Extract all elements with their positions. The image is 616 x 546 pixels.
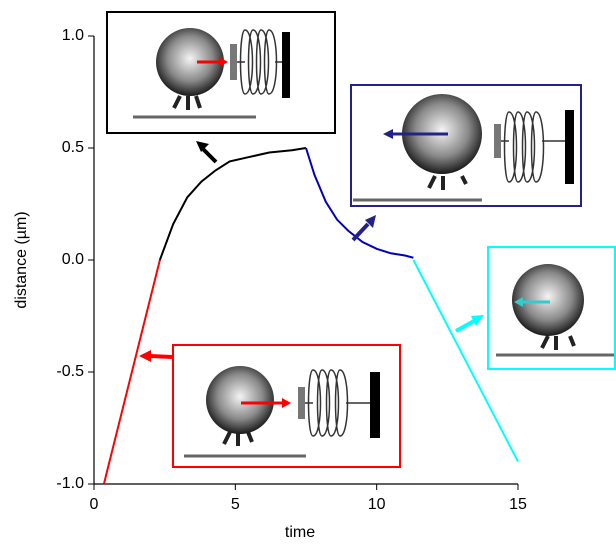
y-tick-label: 1.0 (62, 27, 84, 44)
x-tick-label: 5 (231, 496, 240, 513)
x-tick-label: 0 (90, 496, 99, 513)
y-tick-label: 0.5 (62, 139, 84, 156)
line-series (102, 259, 161, 485)
y-tick-label: 0.0 (62, 251, 84, 268)
inset-approach (172, 344, 401, 468)
y-tick-label: -1.0 (56, 475, 84, 492)
pointer-arrows (139, 141, 484, 362)
inset-push (106, 11, 336, 134)
x-axis-title: time (285, 524, 315, 541)
line-series (412, 259, 519, 463)
inset-release (350, 84, 582, 207)
x-tick-label: 10 (368, 496, 386, 513)
x-tick-label: 15 (509, 496, 527, 513)
axes: 1.0 0.5 0.0 -0.5 -1.0 0 5 10 15 (56, 27, 527, 513)
inset-free (487, 246, 616, 370)
y-axis-title: distance (µm) (13, 211, 30, 308)
line-series (158, 147, 307, 261)
y-tick-label: -0.5 (56, 363, 84, 380)
